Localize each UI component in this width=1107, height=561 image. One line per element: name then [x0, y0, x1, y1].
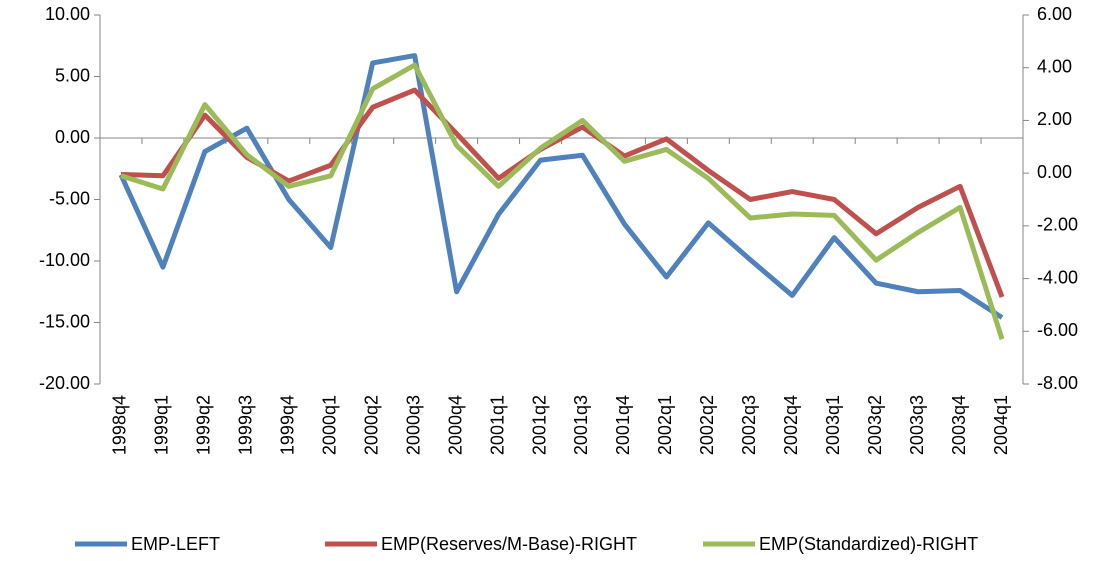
x-tick-label: 2001q1: [487, 395, 507, 455]
y-tick-label: 0.00: [55, 127, 90, 147]
y2-tick-label: 4.00: [1037, 56, 1072, 76]
x-tick-label: 1999q1: [152, 395, 172, 455]
x-tick-label: 2003q2: [865, 395, 885, 455]
x-tick-label: 2001q3: [571, 395, 591, 455]
y-tick-label: -10.00: [39, 250, 90, 270]
x-tick-label: 2002q4: [781, 395, 801, 455]
x-tick-label: 2000q1: [320, 395, 340, 455]
x-tick-label: 2000q4: [445, 395, 465, 455]
x-tick-label: 2003q3: [907, 395, 927, 455]
y2-tick-label: -8.00: [1037, 373, 1078, 393]
y-tick-label: -15.00: [39, 311, 90, 331]
y2-tick-label: -4.00: [1037, 267, 1078, 287]
x-tick-label: 1999q2: [194, 395, 214, 455]
x-tick-label: 2002q1: [655, 395, 675, 455]
x-tick-label: 2004q1: [991, 395, 1011, 455]
series-line: [120, 87, 1005, 298]
x-tick-label: 2002q3: [739, 395, 759, 455]
legend-label: EMP(Reserves/M-Base)-RIGHT: [381, 534, 637, 554]
legend-label: EMP-LEFT: [131, 534, 220, 554]
series-line: [120, 62, 1005, 340]
x-tick-label: 1999q3: [236, 395, 256, 455]
x-tick-label: 2002q2: [697, 395, 717, 455]
y-tick-label: -20.00: [39, 373, 90, 393]
x-tick-label: 2000q3: [403, 395, 423, 455]
x-tick-label: 2003q1: [823, 395, 843, 455]
x-tick-label: 2003q4: [949, 395, 969, 455]
series-line: [118, 53, 1004, 320]
legend-label: EMP(Standardized)-RIGHT: [759, 534, 978, 554]
x-tick-label: 1999q4: [278, 395, 298, 455]
x-tick-label: 1998q4: [110, 395, 130, 455]
y-tick-label: 10.00: [45, 4, 90, 24]
y2-tick-label: -6.00: [1037, 320, 1078, 340]
y2-tick-label: 2.00: [1037, 109, 1072, 129]
y-tick-label: 5.00: [55, 65, 90, 85]
y2-tick-label: 0.00: [1037, 162, 1072, 182]
y2-tick-label: 6.00: [1037, 4, 1072, 24]
y-tick-label: -5.00: [49, 188, 90, 208]
x-tick-label: 2000q2: [361, 395, 381, 455]
x-tick-label: 2001q2: [529, 395, 549, 455]
y2-tick-label: -2.00: [1037, 215, 1078, 235]
x-tick-label: 2001q4: [613, 395, 633, 455]
